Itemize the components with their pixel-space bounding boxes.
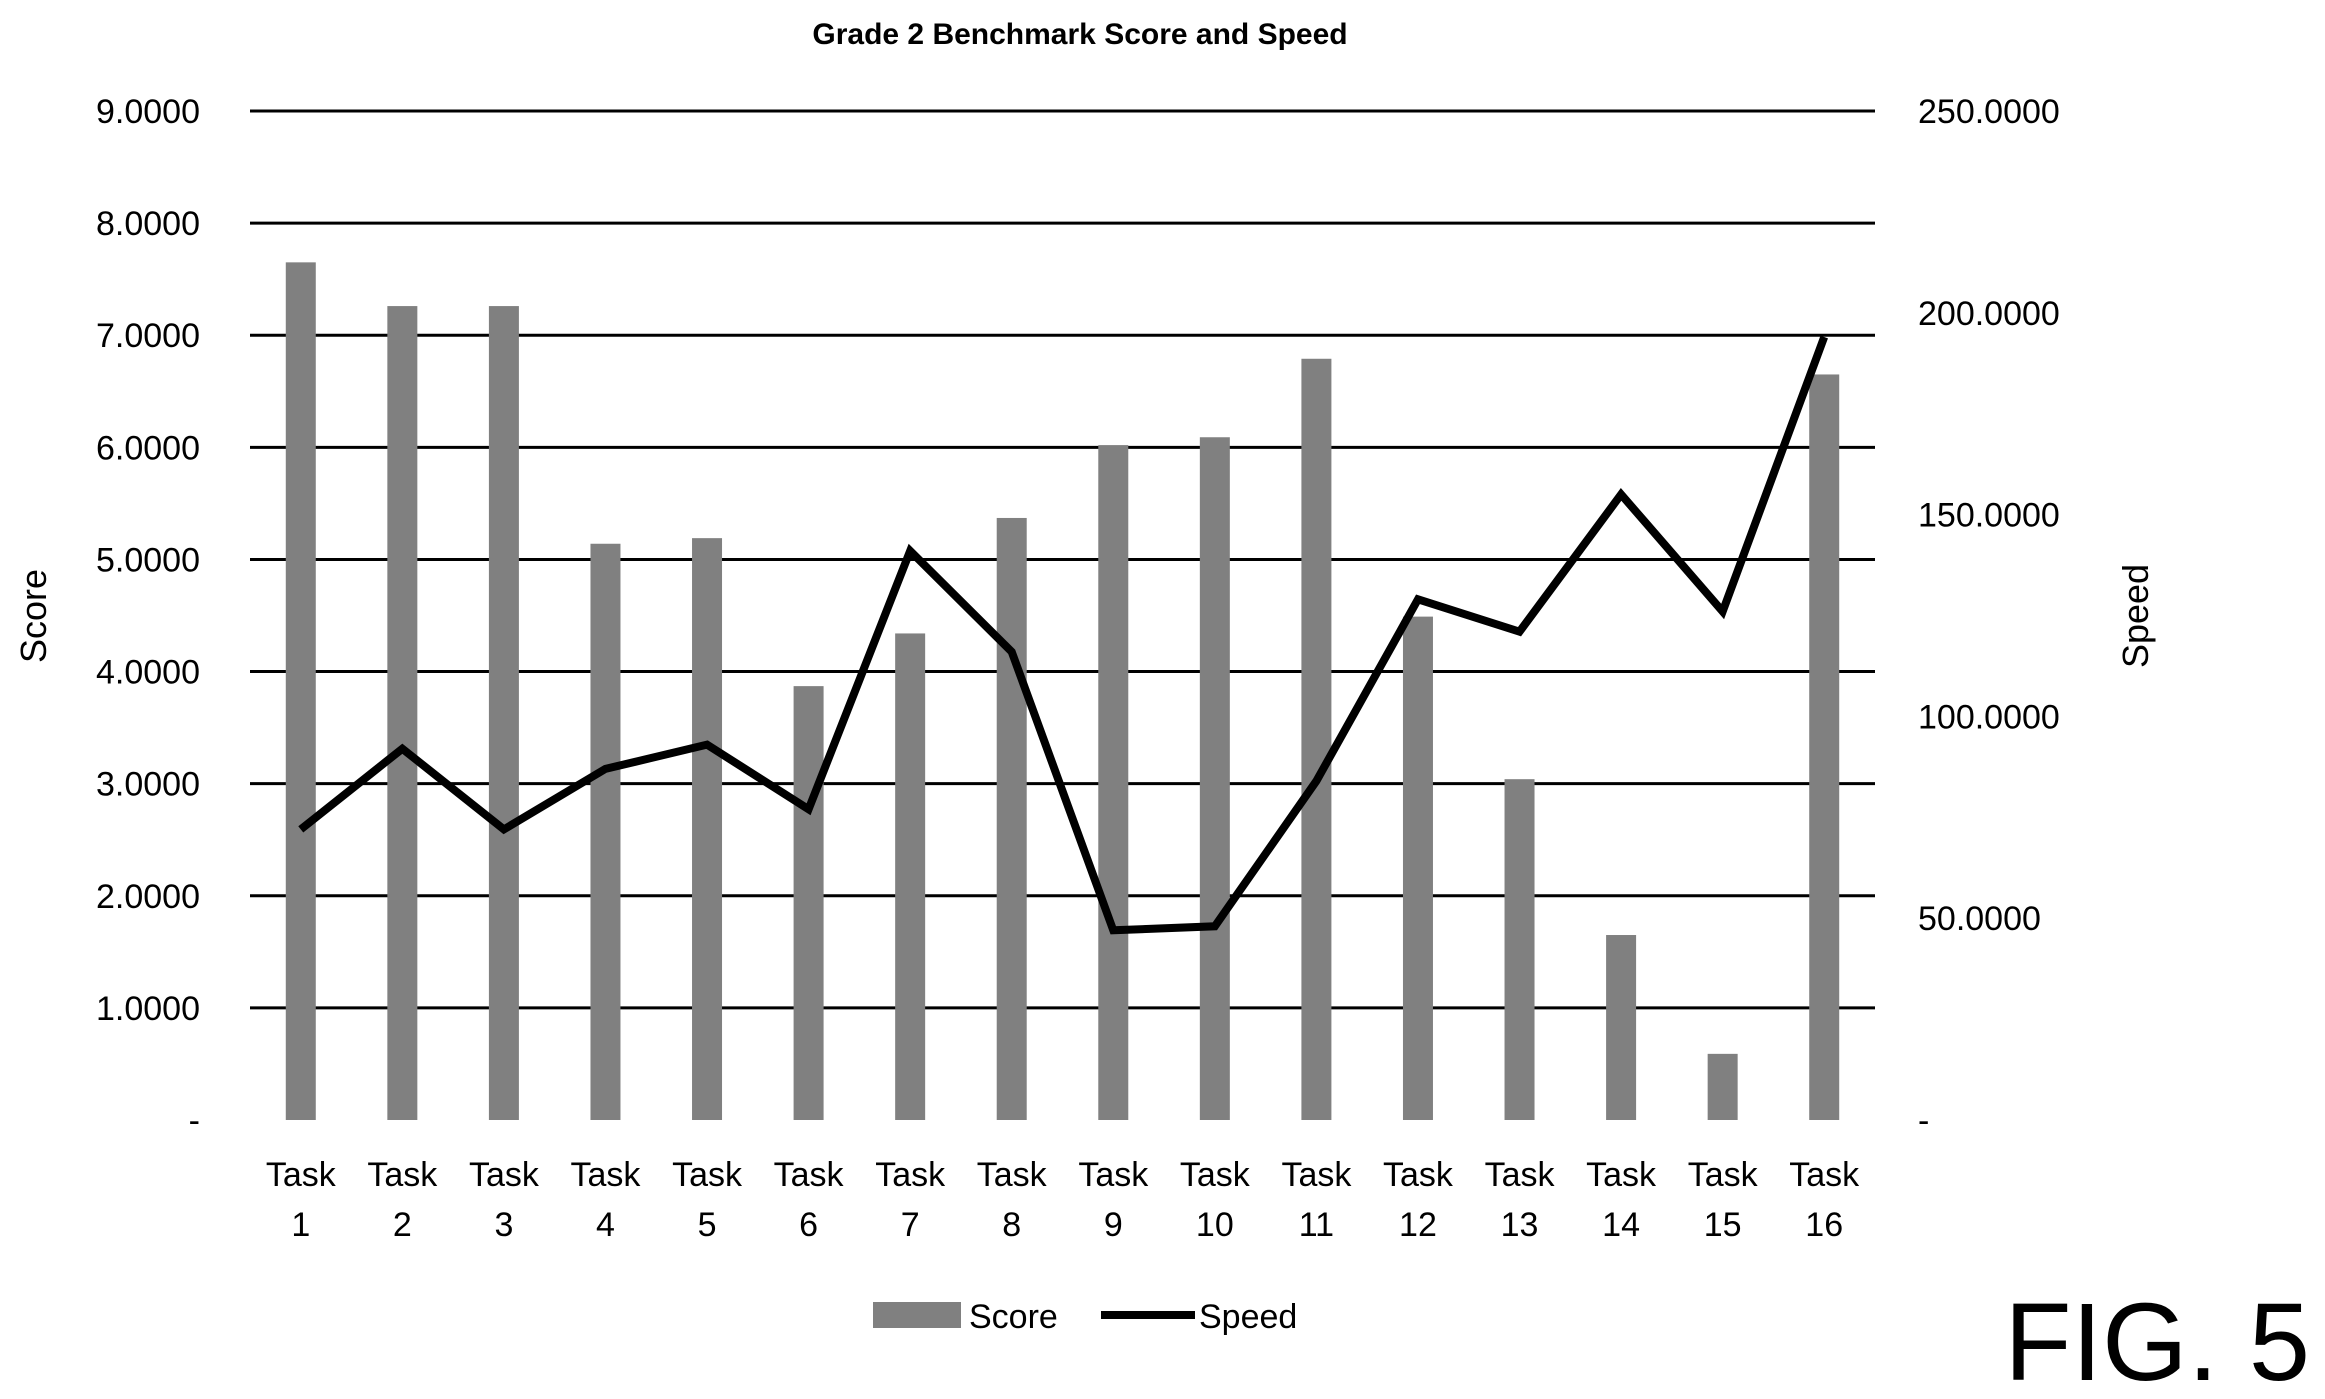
score-bar bbox=[1098, 445, 1129, 1120]
score-bar bbox=[387, 306, 418, 1120]
right-tick-label: - bbox=[1918, 1102, 1929, 1140]
category-label: Task 14 bbox=[1586, 1156, 1657, 1244]
right-axis-ticks: - 50.0000 100.0000 150.0000 200.0000 250.0000 bbox=[1918, 93, 2060, 1140]
left-tick-label: 7.0000 bbox=[96, 317, 200, 355]
category-label: Task 6 bbox=[774, 1156, 845, 1244]
category-label: Task 9 bbox=[1078, 1156, 1149, 1244]
category-axis-ticks: Task 1 Task 2 Task 3 Task 4 Task 5 Task 6 Task 7 Task 8… bbox=[266, 1156, 1860, 1244]
chart-title: Grade 2 Benchmark Score and Speed bbox=[812, 18, 1347, 51]
legend: Score Speed bbox=[873, 1298, 1297, 1336]
left-tick-label: 1.0000 bbox=[96, 990, 200, 1028]
left-tick-label: 9.0000 bbox=[96, 93, 200, 131]
score-bar bbox=[996, 517, 1027, 1120]
category-label: Task 11 bbox=[1281, 1156, 1352, 1244]
left-tick-label: 6.0000 bbox=[96, 429, 200, 467]
legend-speed-label: Speed bbox=[1199, 1298, 1297, 1336]
category-label: Task 3 bbox=[469, 1156, 540, 1244]
right-tick-label: 200.0000 bbox=[1918, 295, 2060, 333]
category-label: Task 5 bbox=[672, 1156, 743, 1244]
score-bar bbox=[793, 686, 824, 1120]
figure-label: FIG. 5 bbox=[2004, 1281, 2310, 1399]
score-bar bbox=[1504, 779, 1535, 1120]
right-tick-label: 100.0000 bbox=[1918, 698, 2060, 736]
category-label: Task 4 bbox=[571, 1156, 642, 1244]
left-tick-label: 3.0000 bbox=[96, 766, 200, 804]
score-bar bbox=[1809, 374, 1840, 1120]
legend-score-swatch bbox=[873, 1302, 961, 1328]
left-axis-title: Score bbox=[13, 569, 54, 663]
score-bar bbox=[895, 633, 926, 1120]
score-bar bbox=[1402, 616, 1433, 1120]
category-label: Task 16 bbox=[1789, 1156, 1860, 1244]
left-axis-ticks: - 1.0000 2.0000 3.0000 4.0000 5.0000 6.0000 7.0… bbox=[96, 93, 200, 1140]
category-label: Task 13 bbox=[1485, 1156, 1556, 1244]
right-tick-label: 150.0000 bbox=[1918, 497, 2060, 535]
category-label: Task 8 bbox=[977, 1156, 1048, 1244]
gridlines bbox=[250, 109, 1875, 1010]
category-label: Task 15 bbox=[1688, 1156, 1759, 1244]
score-bar bbox=[692, 538, 723, 1120]
category-label: Task 2 bbox=[367, 1156, 438, 1244]
speed-line bbox=[298, 335, 1828, 935]
score-bar bbox=[1606, 935, 1637, 1120]
right-axis-title: Speed bbox=[2115, 564, 2156, 668]
score-bars bbox=[285, 262, 1840, 1121]
left-tick-label: 8.0000 bbox=[96, 205, 200, 243]
left-tick-label: 4.0000 bbox=[96, 654, 200, 692]
score-bar bbox=[590, 543, 621, 1120]
left-tick-label: 2.0000 bbox=[96, 878, 200, 916]
score-bar bbox=[285, 262, 316, 1121]
left-tick-label: 5.0000 bbox=[96, 541, 200, 579]
score-bar bbox=[1707, 1053, 1738, 1120]
category-label: Task 1 bbox=[266, 1156, 337, 1244]
score-bar bbox=[1301, 358, 1332, 1120]
score-bar bbox=[1199, 437, 1230, 1120]
score-bar bbox=[488, 306, 519, 1120]
left-tick-label: - bbox=[189, 1102, 200, 1140]
right-tick-label: 250.0000 bbox=[1918, 93, 2060, 131]
category-label: Task 12 bbox=[1383, 1156, 1454, 1244]
speed-line-layer bbox=[298, 335, 1828, 935]
legend-score-label: Score bbox=[969, 1298, 1058, 1336]
right-tick-label: 50.0000 bbox=[1918, 900, 2041, 938]
category-label: Task 7 bbox=[875, 1156, 946, 1244]
category-label: Task 10 bbox=[1180, 1156, 1251, 1244]
